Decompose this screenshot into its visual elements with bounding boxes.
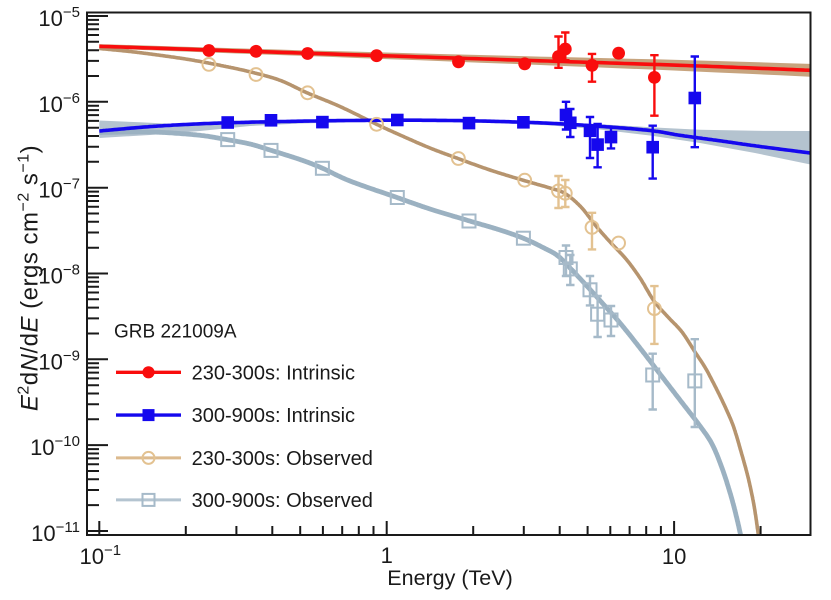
svg-text:Energy (TeV): Energy (TeV): [387, 566, 512, 590]
svg-text:230-300s: Observed: 230-300s: Observed: [192, 448, 373, 470]
svg-text:1: 1: [381, 543, 393, 568]
svg-text:GRB 221009A: GRB 221009A: [114, 322, 237, 343]
svg-text:300-900s: Observed: 300-900s: Observed: [192, 490, 373, 512]
svg-text:10−11: 10−11: [31, 519, 80, 546]
svg-text:230-300s: Intrinsic: 230-300s: Intrinsic: [192, 362, 355, 384]
svg-text:10−7: 10−7: [38, 176, 80, 203]
svg-text:E2dN/dE (ergs cm−2 s−1): E2dN/dE (ergs cm−2 s−1): [16, 145, 44, 411]
svg-text:300-900s: Intrinsic: 300-900s: Intrinsic: [192, 405, 355, 427]
svg-text:10−6: 10−6: [38, 90, 80, 117]
svg-text:10: 10: [662, 544, 686, 569]
